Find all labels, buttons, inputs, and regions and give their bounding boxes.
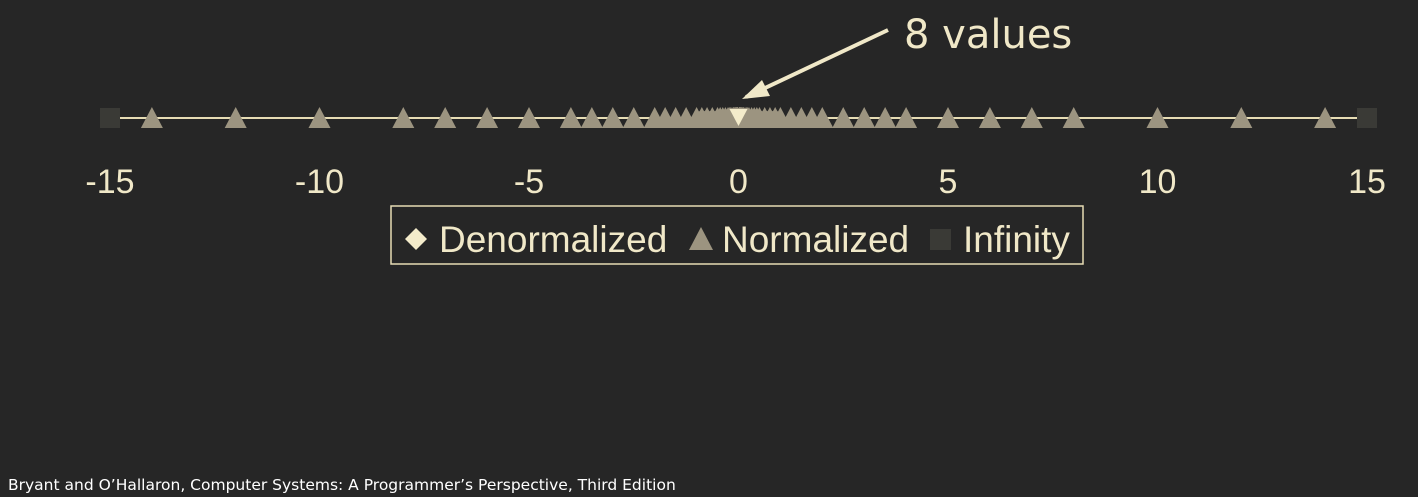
annotation: 8 values xyxy=(742,12,1072,99)
point-normalized xyxy=(895,107,918,128)
x-tick-label: -10 xyxy=(295,163,344,201)
point-normalized xyxy=(1020,107,1043,128)
legend-denormalized-marker xyxy=(405,228,427,250)
point-normalized xyxy=(308,107,331,128)
point-normalized xyxy=(559,107,582,128)
point-normalized xyxy=(937,107,959,128)
footer-citation: Bryant and O’Hallaron, Computer Systems:… xyxy=(8,476,676,494)
point-normalized xyxy=(224,107,247,128)
point-normalized xyxy=(476,107,499,128)
point-normalized xyxy=(434,107,457,128)
legend-normalized-marker xyxy=(689,227,713,250)
x-tick-label: 5 xyxy=(939,163,958,201)
x-tick-label: 15 xyxy=(1348,163,1386,201)
point-normalized xyxy=(518,107,540,128)
x-tick-label: -5 xyxy=(514,163,544,201)
legend-infinity-marker xyxy=(930,229,951,250)
annotation-arrowhead xyxy=(742,80,770,99)
point-infinity xyxy=(100,108,120,128)
point-normalized xyxy=(601,107,624,128)
data-points xyxy=(100,107,1377,128)
point-zero-highlight xyxy=(729,109,748,126)
legend-label-denormalized: Denormalized xyxy=(439,219,667,260)
point-infinity xyxy=(1357,108,1377,128)
annotation-arrow xyxy=(745,28,889,99)
point-normalized xyxy=(978,107,1001,128)
point-normalized xyxy=(622,107,645,128)
point-normalized xyxy=(811,107,834,128)
point-normalized xyxy=(1314,107,1337,128)
point-normalized xyxy=(1062,107,1085,128)
point-normalized xyxy=(580,107,603,128)
legend-label-normalized: Normalized xyxy=(722,219,909,260)
point-normalized xyxy=(874,107,897,128)
annotation-label: 8 values xyxy=(904,12,1072,58)
point-normalized xyxy=(392,107,415,128)
x-tick-label: 0 xyxy=(729,163,748,201)
legend-box xyxy=(390,205,1084,265)
point-normalized xyxy=(1146,107,1169,128)
point-normalized xyxy=(832,107,855,128)
x-tick-label: -15 xyxy=(85,163,134,201)
point-normalized xyxy=(140,107,163,128)
legend-label-infinity: Infinity xyxy=(963,219,1070,260)
legend: Denormalized Normalized Infinity xyxy=(390,205,1084,265)
point-normalized xyxy=(853,107,876,128)
x-tick-label: 10 xyxy=(1139,163,1177,201)
point-normalized xyxy=(1230,107,1253,128)
x-axis-ticks: -15 -10 -5 0 5 10 15 xyxy=(85,163,1385,201)
